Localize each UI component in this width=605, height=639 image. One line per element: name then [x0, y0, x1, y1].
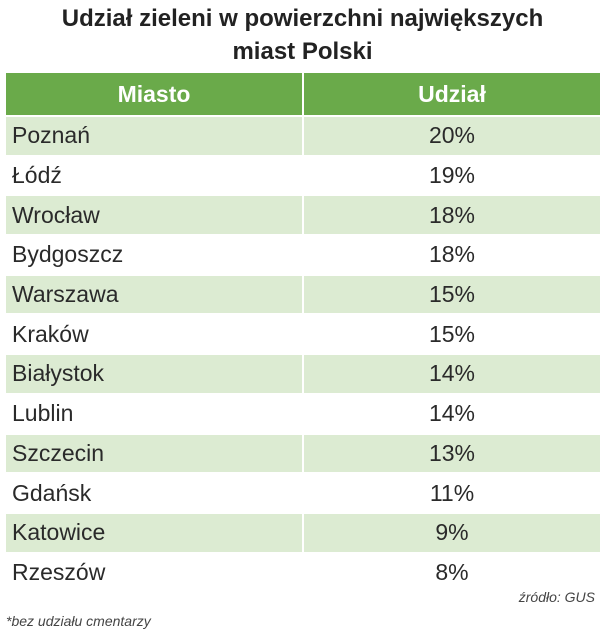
city-cell: Poznań — [6, 115, 304, 155]
city-cell: Łódź — [6, 154, 304, 195]
city-cell: Lublin — [6, 392, 304, 433]
chart-title-line-1: Udział zieleni w powierzchni największyc… — [61, 5, 544, 32]
city-cell: Kraków — [6, 313, 304, 354]
chart-title-line-2: miast Polski — [232, 38, 373, 65]
table-row: Lublin 14% — [6, 392, 600, 433]
source-note: źródło: GUS — [518, 589, 595, 605]
city-cell: Rzeszów — [6, 551, 304, 592]
table-row: Łódź 19% — [6, 154, 600, 195]
table-row: Warszawa 15% — [6, 273, 600, 314]
share-cell: 18% — [304, 234, 600, 274]
data-table: Miasto Udział Poznań 20% Łódź 19% Wrocław 18%… — [6, 73, 600, 592]
table-row: Białystok 14% — [6, 353, 600, 393]
share-cell: 14% — [304, 353, 600, 393]
table-row: Poznań 20% — [6, 115, 600, 155]
city-cell: Katowice — [6, 511, 304, 552]
share-cell: 9% — [304, 511, 600, 552]
table-row: Szczecin 13% — [6, 432, 600, 473]
city-cell: Szczecin — [6, 432, 304, 473]
table-row: Gdańsk 11% — [6, 472, 600, 512]
city-cell: Bydgoszcz — [6, 234, 304, 274]
table-header-row: Miasto Udział — [6, 73, 600, 115]
share-cell: 8% — [304, 551, 600, 592]
table-row: Rzeszów 8% — [6, 551, 600, 592]
column-header-share: Udział — [304, 73, 600, 115]
share-cell: 18% — [304, 194, 600, 235]
share-cell: 19% — [304, 154, 600, 195]
share-cell: 15% — [304, 273, 600, 314]
city-cell: Warszawa — [6, 273, 304, 314]
chart-title: Udział zieleni w powierzchni największyc… — [0, 2, 605, 68]
table-row: Kraków 15% — [6, 313, 600, 354]
table-row: Katowice 9% — [6, 511, 600, 552]
table-body: Poznań 20% Łódź 19% Wrocław 18% Bydgoszcz 18% Wa… — [6, 115, 600, 592]
share-cell: 13% — [304, 432, 600, 473]
footnote: *bez udziału cmentarzy — [6, 613, 151, 629]
share-cell: 14% — [304, 392, 600, 433]
city-cell: Białystok — [6, 353, 304, 393]
table-row: Bydgoszcz 18% — [6, 234, 600, 274]
share-cell: 11% — [304, 472, 600, 512]
column-header-city: Miasto — [6, 73, 304, 115]
table-row: Wrocław 18% — [6, 194, 600, 235]
share-cell: 15% — [304, 313, 600, 353]
city-cell: Wrocław — [6, 194, 304, 235]
city-cell: Gdańsk — [6, 472, 304, 512]
share-cell: 20% — [304, 115, 600, 155]
